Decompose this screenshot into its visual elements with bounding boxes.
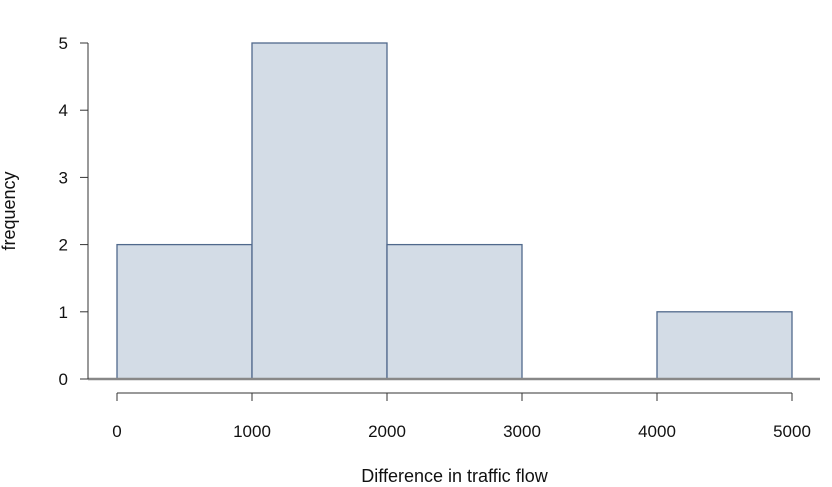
bar-2000-3000 bbox=[386, 243, 523, 380]
x-tick-label-4000: 4000 bbox=[638, 422, 676, 441]
bar-4000-5000 bbox=[656, 311, 793, 380]
x-axis-title: Difference in traffic flow bbox=[361, 466, 548, 486]
x-tick-label-1000: 1000 bbox=[233, 422, 271, 441]
x-tick-label-3000: 3000 bbox=[503, 422, 541, 441]
y-axis-title: frequency bbox=[0, 171, 19, 250]
x-tick-label-5000: 5000 bbox=[773, 422, 811, 441]
x-tick-label-0: 0 bbox=[112, 422, 121, 441]
y-tick-label-1: 1 bbox=[59, 303, 68, 322]
bar-0-1000 bbox=[116, 243, 253, 380]
y-tick-label-0: 0 bbox=[59, 370, 68, 389]
bars-group bbox=[116, 42, 793, 380]
y-tick-label-3: 3 bbox=[59, 168, 68, 187]
y-axis-ticks: 0 1 2 3 4 5 bbox=[59, 34, 88, 389]
x-axis-ticks: 0 1000 2000 3000 4000 5000 bbox=[112, 393, 811, 441]
y-tick-label-4: 4 bbox=[59, 101, 68, 120]
bar-1000-2000 bbox=[251, 42, 388, 380]
y-tick-label-5: 5 bbox=[59, 34, 68, 53]
y-tick-label-2: 2 bbox=[59, 236, 68, 255]
x-tick-label-2000: 2000 bbox=[368, 422, 406, 441]
